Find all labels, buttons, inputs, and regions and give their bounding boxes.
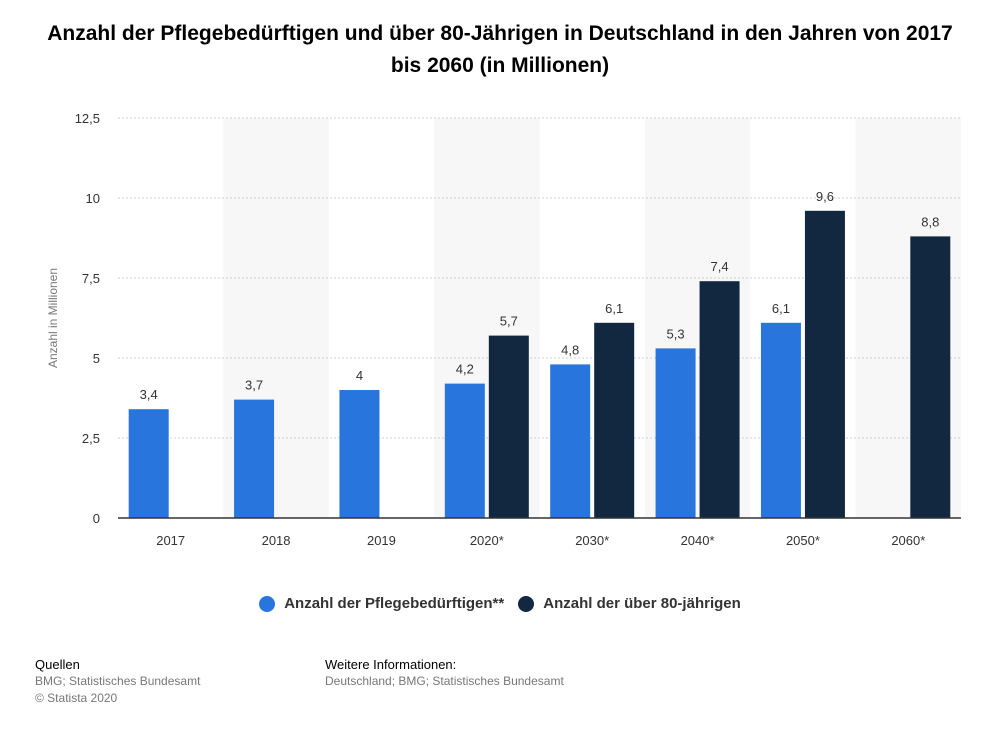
- y-tick-label: 0: [93, 511, 100, 526]
- sources-section: Quellen BMG; Statistisches Bundesamt © S…: [35, 656, 200, 707]
- bar-pflegebeduerftige: [234, 399, 275, 518]
- x-tick-label: 2020*: [470, 533, 504, 548]
- legend-swatch-ueber-80: [518, 595, 535, 612]
- data-label: 4,8: [561, 342, 579, 357]
- bar-pflegebeduerftige: [760, 322, 801, 518]
- data-label: 5,7: [500, 314, 518, 329]
- x-tick-label: 2040*: [681, 533, 715, 548]
- sources-heading: Quellen: [35, 657, 80, 672]
- legend-item-ueber-80[interactable]: Anzahl der über 80-jährigen: [518, 595, 741, 612]
- y-tick-label: 7,5: [82, 271, 100, 286]
- x-tick-label: 2017: [156, 533, 185, 548]
- data-label: 9,6: [816, 189, 834, 204]
- y-axis-label: Anzahl in Millionen: [46, 268, 60, 368]
- data-label: 5,3: [667, 326, 685, 341]
- x-tick-label: 2018: [262, 533, 291, 548]
- bar-ueber-80: [804, 210, 845, 519]
- data-label: 6,1: [772, 301, 790, 316]
- bar-pflegebeduerftige: [550, 364, 591, 518]
- data-label: 3,7: [245, 378, 263, 393]
- info-text: Deutschland; BMG; Statistisches Bundesam…: [325, 674, 564, 688]
- legend-item-pflegebeduerftige[interactable]: Anzahl der Pflegebedürftigen**: [259, 595, 504, 612]
- chart-legend: Anzahl der Pflegebedürftigen** Anzahl de…: [0, 595, 1000, 612]
- data-label: 4: [356, 368, 363, 383]
- sources-text: BMG; Statistisches Bundesamt: [35, 674, 201, 688]
- data-label: 8,8: [921, 214, 939, 229]
- info-section: Weitere Informationen: Deutschland; BMG;…: [325, 656, 564, 690]
- data-label: 3,4: [140, 387, 158, 402]
- data-label: 6,1: [605, 301, 623, 316]
- y-tick-label: 2,5: [82, 431, 100, 446]
- bar-ueber-80: [594, 322, 635, 518]
- y-tick-label: 12,5: [75, 111, 100, 126]
- x-tick-label: 2050*: [786, 533, 820, 548]
- bar-pflegebeduerftige: [655, 348, 696, 518]
- copyright-text: © Statista 2020: [35, 691, 118, 705]
- bar-pflegebeduerftige: [444, 383, 485, 518]
- bar-pflegebeduerftige: [128, 409, 169, 518]
- x-tick-label: 2030*: [575, 533, 609, 548]
- bar-chart: 0 2,5 5 7,5 10 12,5 Anzahl in Millionen 3,4 3,7 4…: [46, 111, 961, 548]
- info-heading: Weitere Informationen:: [325, 657, 457, 672]
- y-tick-label: 10: [86, 191, 100, 206]
- y-tick-label: 5: [93, 351, 100, 366]
- bar-ueber-80: [488, 335, 529, 518]
- chart-title: Anzahl der Pflegebedürftigen und über 80…: [47, 22, 953, 77]
- legend-label-ueber-80: Anzahl der über 80-jährigen: [543, 595, 741, 612]
- data-label: 4,2: [456, 362, 474, 377]
- legend-swatch-pflegebeduerftige: [259, 595, 276, 612]
- bar-ueber-80: [910, 236, 951, 518]
- x-tick-label: 2019: [367, 533, 396, 548]
- legend-label-pflegebeduerftige: Anzahl der Pflegebedürftigen**: [284, 595, 505, 612]
- bar-pflegebeduerftige: [339, 390, 380, 518]
- data-label: 7,4: [711, 259, 729, 274]
- bar-ueber-80: [699, 281, 740, 518]
- x-tick-label: 2060*: [891, 533, 925, 548]
